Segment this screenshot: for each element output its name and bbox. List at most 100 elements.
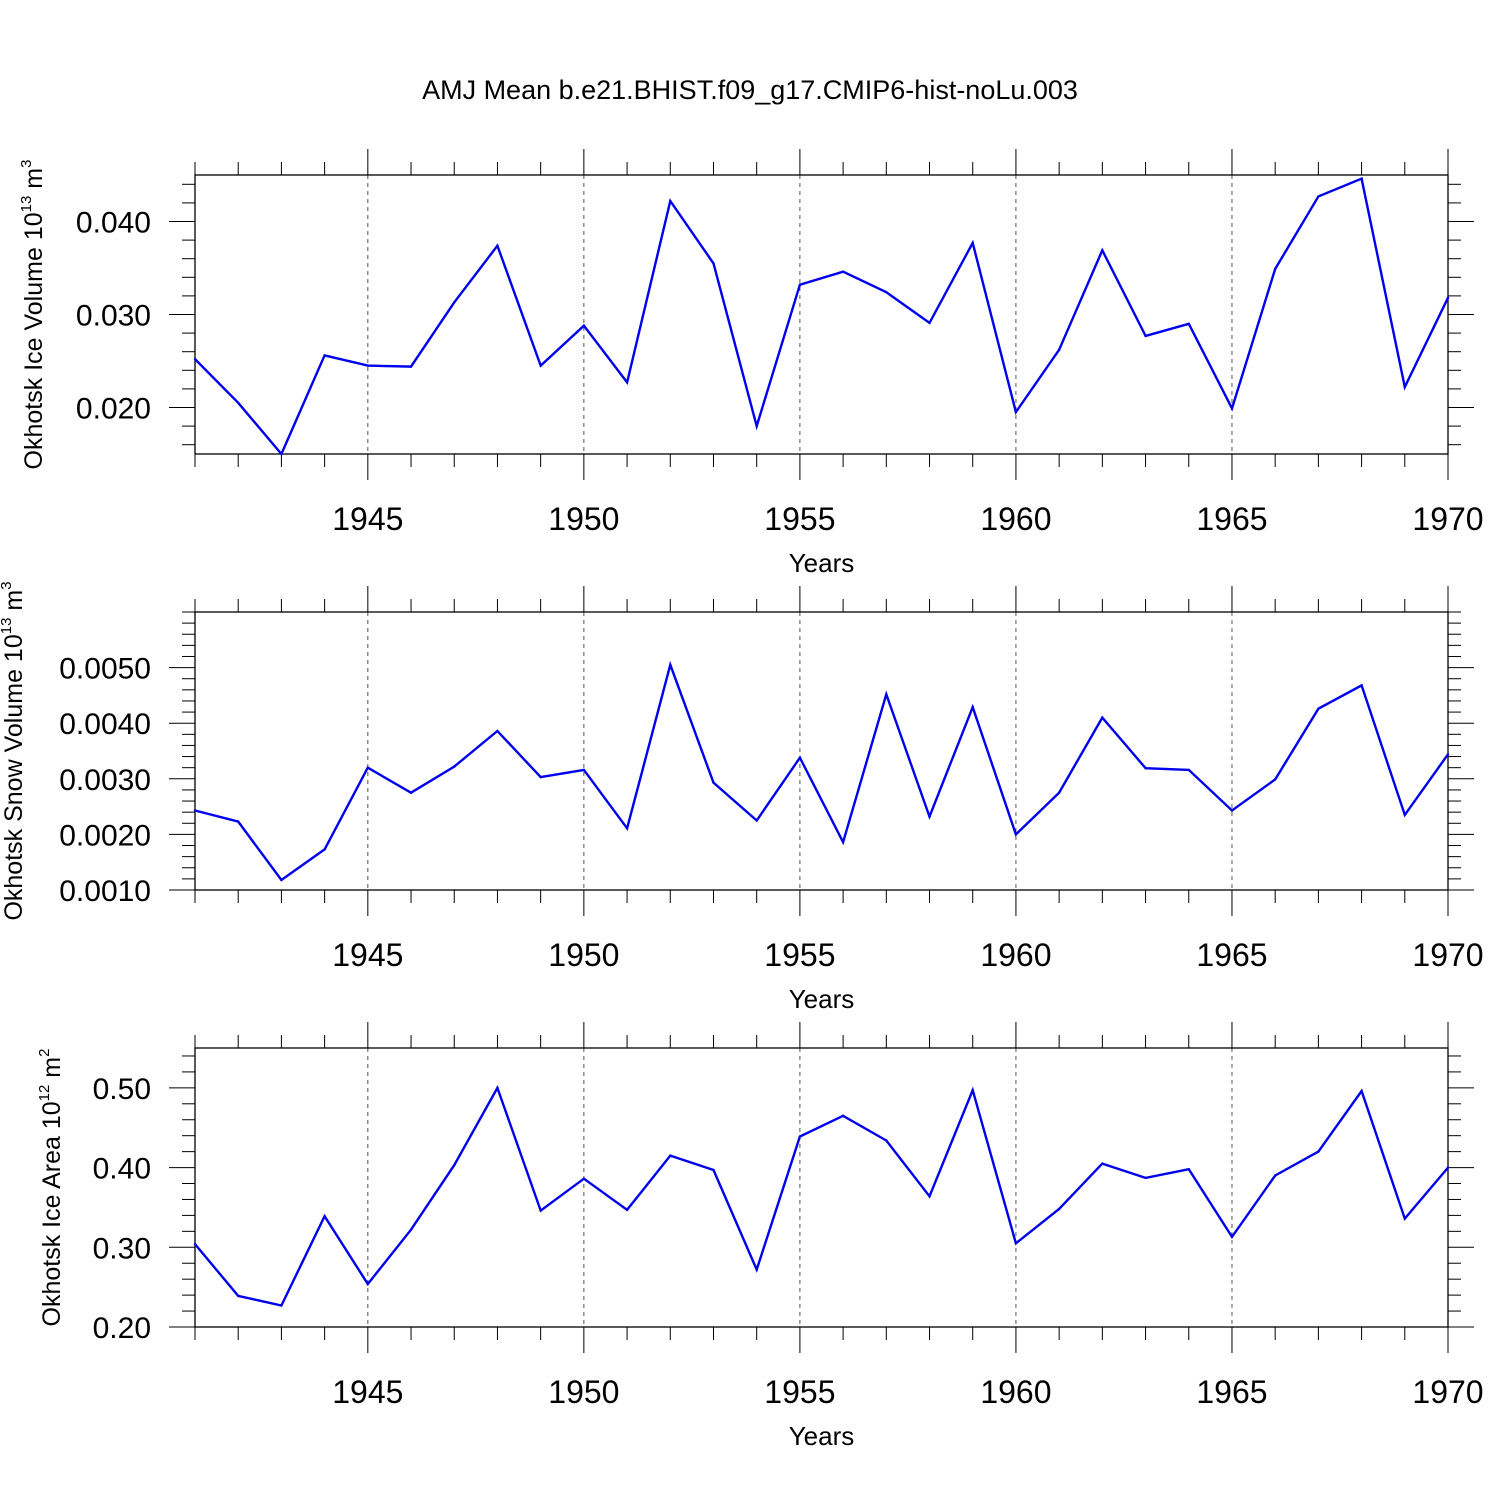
panel-1-data-point [798,283,802,286]
panel-3-y-axis-label-unit: m [38,1057,66,1085]
panel-2-data-point [409,791,413,794]
panel-3-y-tick-label: 0.50 [93,1073,151,1106]
panel-3-data-point [712,1168,715,1172]
panel-1-data-point [928,321,931,325]
panel-2-x-tick-label: 1965 [1196,937,1267,973]
panel-2-data-point [755,819,758,822]
panel-2-data-point [1446,753,1450,756]
panel-2-data-point [1101,716,1104,719]
panel-2-x-tick-label: 1955 [764,937,835,973]
panel-3-x-axis-label: Years [789,1421,855,1451]
panel-1-data-point [712,262,715,265]
panel-3-y-axis-label: Okhotsk Ice Area 1012 m2 [36,1049,66,1327]
panel-2-data-point [323,848,326,851]
panel-2-data-point [582,768,586,772]
panel-2-data-point [539,775,542,779]
panel-3-x-tick-label: 1950 [548,1374,619,1410]
panel-2-y-tick-label: 0.0040 [59,708,151,741]
panel-3-data-point [453,1163,456,1167]
panel-2-y-axis-label-unit: m [0,590,28,618]
panel-1-y-axis-label-base: Okhotsk Ice Volume 10 [20,212,48,469]
panel-3-data-point [366,1282,370,1286]
panel-1-y-tick-label: 0.030 [76,300,151,333]
panel-1-data-point [1230,407,1234,410]
panel-2-data-point [1187,768,1190,772]
panel-3-data-point [1317,1150,1320,1153]
panels: 0.020 0.030 0.040 1945 1950 1955 1960 1965 1970 Y… [0,149,1484,1451]
panel-1-data-point [669,199,672,203]
panel-3-x-tick-label: 1965 [1196,1374,1267,1410]
panel-3-data-point [885,1139,888,1142]
panel-2-data-point [669,663,672,667]
panel-1-data-point [1144,334,1147,338]
panel-1-data-point [366,364,370,367]
panel-3-data-point [1273,1174,1277,1177]
panel-2-y-axis-label: Okhotsk Snow Volume 1013 m3 [0,581,28,920]
panel-2-y-tick-label: 0.0010 [59,875,151,908]
panel-3-data-point [669,1154,672,1157]
panel-1-plot-frame [194,174,1449,455]
panel-3-data-point [1014,1242,1018,1245]
panel-3-x-tick-label: 1960 [980,1374,1051,1410]
panel-2-data-point [841,840,845,844]
panel-2-x-tick-label: 1960 [980,937,1051,973]
panel-2-data-point [1317,707,1320,710]
panel-1-x-tick-label: 1970 [1412,501,1483,537]
panel-3-y-tick-label: 0.40 [93,1153,151,1186]
panel-2-data-line [194,660,1449,882]
panel-1-y-axis-label-unit-exponent: 3 [18,160,35,168]
chart-title: AMJ Mean b.e21.BHIST.f09_g17.CMIP6-hist-… [422,75,1078,105]
panel-1-x-tick-label: 1965 [1196,501,1267,537]
panel-1-data-point [1360,177,1363,180]
panel-3-y-axis-label-base: Okhotsk Ice Area 10 [38,1101,66,1326]
panel-1-x-axis-label: Years [789,548,855,578]
panel-3-data-point [237,1294,240,1298]
panel-1-x-tick-label: 1950 [548,501,619,537]
panel-3-data-point [280,1304,283,1307]
panel-1-data-point [323,354,326,357]
panel-1-y-axis-label-exponent: 13 [18,196,35,213]
panel-1-data-point [193,357,197,361]
panel-1-x-tick-label: 1955 [764,501,835,537]
panel-3-data-point [1230,1235,1234,1239]
panel-3-y-tick-label: 0.30 [93,1232,151,1265]
panel-3-x-tick-label: 1955 [764,1374,835,1410]
panel-3-data-point [625,1208,629,1212]
panel-2-data-point [798,756,802,759]
panel-3-data-point [755,1268,758,1271]
panel-2-data-point [928,815,931,818]
panel-1-data-point [237,401,240,405]
panel-2-x-axis-label: Years [789,984,855,1014]
panel-2-data-point [625,827,629,830]
panel-2-data-point [193,809,197,812]
panel-3-y-axis-label-exponent: 12 [36,1085,53,1102]
panel-1-data-point [409,365,413,368]
panel-2-y-axis-label-base: Okhotsk Snow Volume 10 [0,634,28,920]
panel-3-data-point [582,1177,586,1180]
panel-1-data-line [194,177,1450,457]
panel-2-y-tick-label: 0.0050 [59,653,151,686]
panel-2-data-point [237,820,240,823]
panel-2-data-point [1360,684,1363,687]
panel-3-x-tick-label: 1945 [332,1374,403,1410]
panel-2-data-point [1057,791,1061,794]
panel-1-y-axis-label: Okhotsk Ice Volume 1013 m3 [18,160,48,470]
panel-3-data-point [323,1214,326,1218]
panel-3-data-point [409,1228,413,1231]
panel-2-x-tick-label: 1945 [332,937,403,973]
panel-3-data-point [496,1086,499,1090]
panel-2-y-tick-label: 0.0020 [59,819,151,852]
panel-2-data-point [453,765,456,768]
panel-3-data-point [798,1135,802,1138]
panel-2-data-point [1273,778,1277,781]
panel-3-data-point [1360,1089,1363,1093]
panel-3-data-point [1403,1217,1406,1220]
panel-2-data-point [885,693,888,696]
panel-1-data-point [1403,385,1406,389]
panel-3-data-point [1057,1207,1061,1211]
panel-2-data-point [280,878,283,882]
panel-3-data-point [1187,1167,1190,1171]
panel-1-data-point [582,324,586,327]
panel-1-y-axis-label-unit: m [20,168,48,196]
panel-1-data-point [453,301,456,304]
